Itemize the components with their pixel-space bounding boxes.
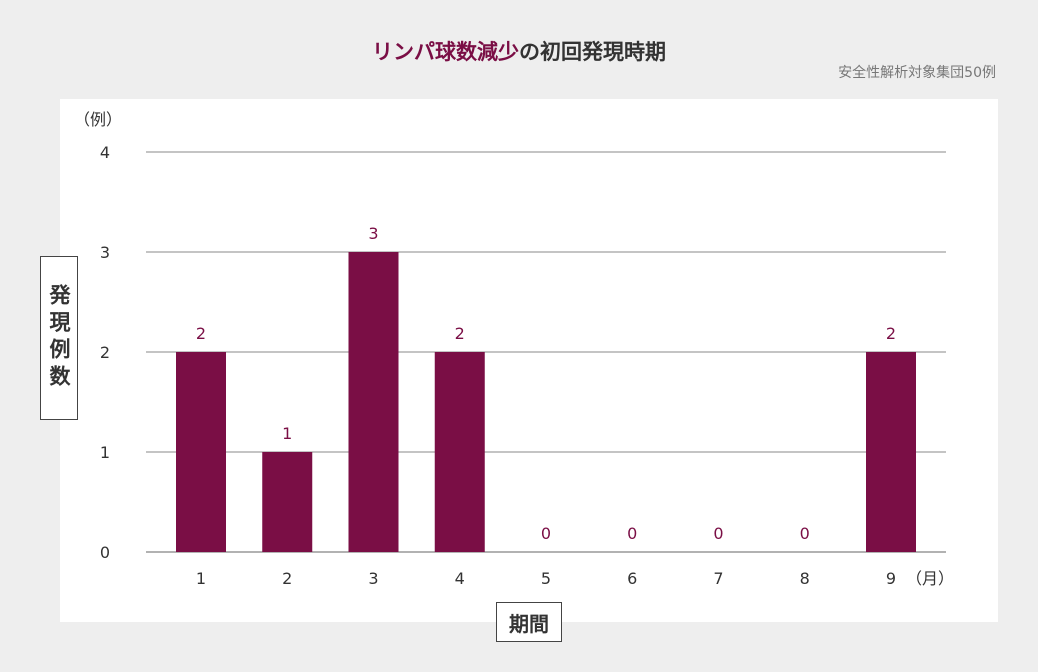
- bar-1: [176, 352, 226, 552]
- chart-title: リンパ球数減少の初回発現時期: [0, 36, 1038, 66]
- x-axis-label: 期間: [496, 602, 562, 642]
- data-label: 2: [196, 324, 206, 343]
- x-tick-label: 1: [196, 569, 206, 588]
- bar-3: [348, 252, 399, 552]
- x-tick-label: 8: [800, 569, 810, 588]
- bar-2: [262, 452, 313, 552]
- x-unit-label: （月）: [906, 569, 954, 588]
- y-tick-label: 0: [100, 543, 110, 562]
- data-label: 0: [627, 524, 637, 543]
- x-tick-label: 3: [368, 569, 378, 588]
- data-label: 1: [282, 424, 292, 443]
- y-tick-label: 4: [100, 143, 110, 162]
- bar-9: [866, 352, 916, 552]
- x-tick-label: 5: [541, 569, 551, 588]
- bar-4: [434, 352, 485, 552]
- y-tick-label: 1: [100, 443, 110, 462]
- y-axis-label: 発現例数: [40, 256, 78, 420]
- bars: [176, 252, 916, 552]
- data-label: 2: [455, 324, 465, 343]
- x-tick-label: 9: [886, 569, 896, 588]
- data-label: 3: [368, 224, 378, 243]
- x-tick-label: 4: [455, 569, 465, 588]
- data-label: 0: [800, 524, 810, 543]
- y-unit-label: （例）: [74, 110, 122, 129]
- data-label: 0: [713, 524, 723, 543]
- title-highlight: リンパ球数減少: [372, 40, 519, 64]
- labels: 0 1 2 3 4 （例） 2 1 1 2 3 3 2 4 0 5 0 6 0 7 0 8 2 9 （月）: [74, 110, 954, 588]
- title-rest: の初回発現時期: [519, 40, 666, 64]
- data-label: 2: [886, 324, 896, 343]
- x-tick-label: 6: [627, 569, 637, 588]
- y-tick-label: 3: [100, 243, 110, 262]
- data-label: 0: [541, 524, 551, 543]
- chart-subtitle: 安全性解析対象集団50例: [838, 65, 996, 81]
- x-tick-label: 7: [713, 569, 723, 588]
- x-tick-label: 2: [282, 569, 292, 588]
- y-tick-label: 2: [100, 343, 110, 362]
